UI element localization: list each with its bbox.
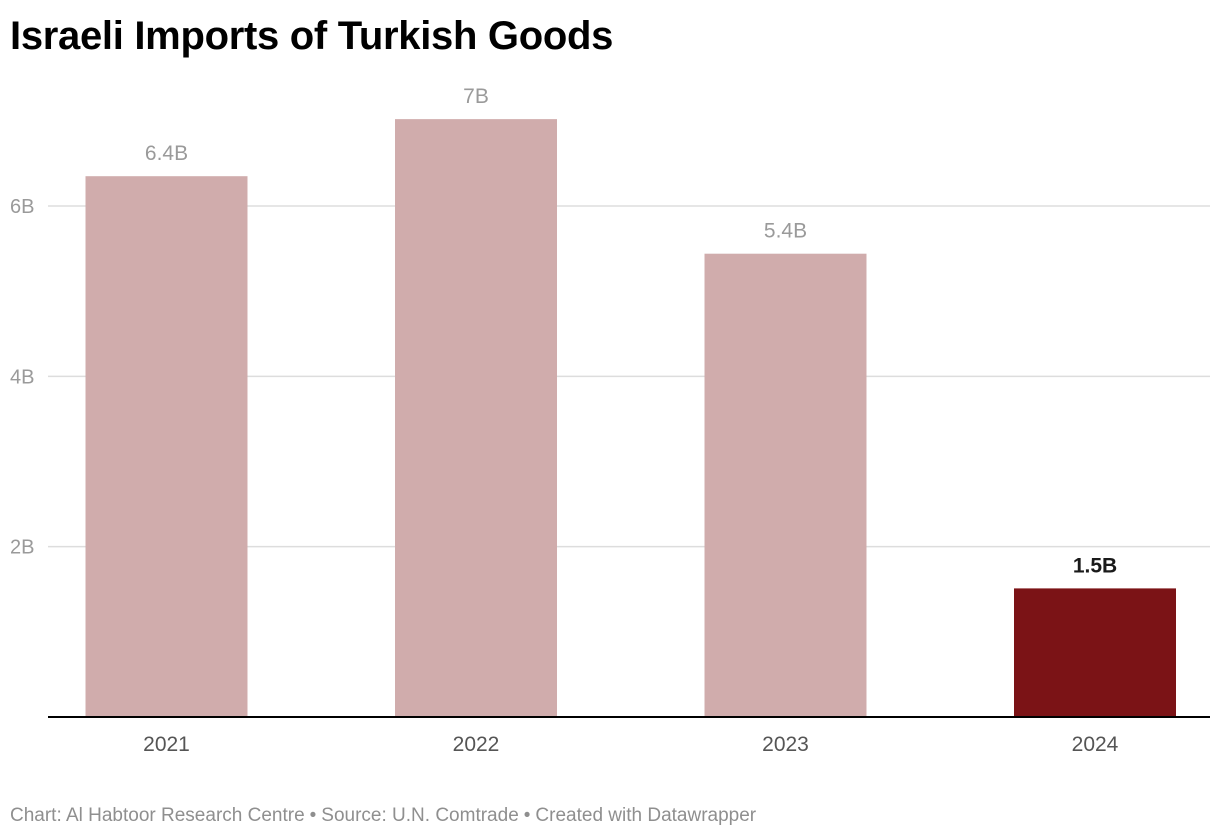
value-label-2022: 7B [463, 85, 489, 108]
value-label-2023: 5.4B [764, 220, 807, 243]
bar-2021 [85, 176, 248, 718]
value-labels: 6.4B 7B 5.4B 1.5B [145, 85, 1117, 577]
bar-2024 [1014, 588, 1176, 717]
category-label-2022: 2022 [453, 733, 500, 756]
chart-title: Israeli Imports of Turkish Goods [10, 14, 614, 58]
value-label-2024: 1.5B [1073, 554, 1117, 577]
footer-separator: • [309, 805, 317, 826]
bars [85, 119, 1176, 718]
y-tick-label: 4B [10, 366, 34, 388]
category-label-2024: 2024 [1072, 733, 1119, 756]
category-label-2021: 2021 [143, 733, 190, 756]
category-label-2023: 2023 [762, 733, 809, 756]
created-with-credit: Created with Datawrapper [535, 805, 757, 826]
source-credit: Source: U.N. Comtrade [321, 805, 519, 826]
y-tick-label: 6B [10, 196, 34, 218]
chart-credit: Chart: Al Habtoor Research Centre [10, 805, 305, 826]
y-tick-label: 2B [10, 537, 34, 559]
footer-separator: • [523, 805, 531, 826]
value-label-2021: 6.4B [145, 142, 188, 165]
bar-2022 [395, 119, 557, 717]
axes: 2B 4B 6B 2021 2022 2023 2024 [10, 196, 1210, 756]
bar-2023 [704, 253, 867, 717]
chart-footer: Chart: Al Habtoor Research Centre • Source… [10, 803, 756, 829]
